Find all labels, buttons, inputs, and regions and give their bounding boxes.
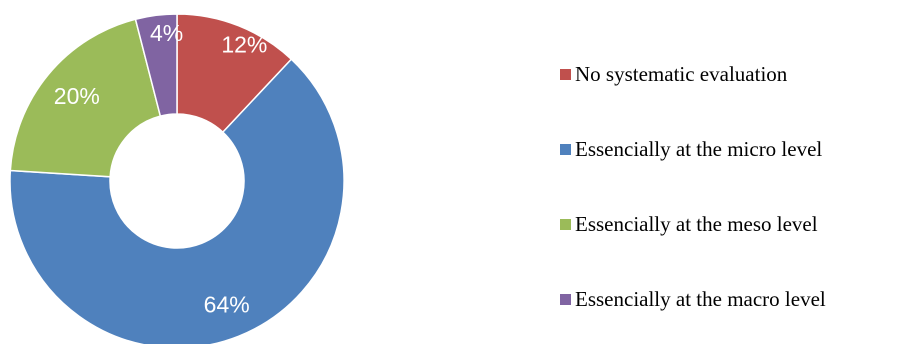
- data-label-4: 4%: [150, 20, 183, 46]
- donut-slice-2: [9, 58, 345, 344]
- legend-item-micro-level: Essencially at the micro level: [560, 135, 826, 164]
- data-label-1: 12%: [221, 31, 267, 57]
- legend-swatch: [560, 294, 571, 305]
- donut-slice-4: [134, 13, 178, 118]
- donut-chart: 12% 64% 20% 4%: [9, 13, 345, 344]
- legend-label: Essencially at the macro level: [575, 287, 826, 311]
- legend-swatch: [560, 219, 571, 230]
- legend-item-no-evaluation: No systematic evaluation: [560, 60, 826, 89]
- data-label-3: 20%: [54, 83, 100, 109]
- legend-item-meso-level: Essencially at the meso level: [560, 210, 826, 239]
- legend-swatch: [560, 144, 571, 155]
- legend-swatch: [560, 69, 571, 80]
- legend: No systematic evaluation Essencially at …: [560, 60, 826, 314]
- legend-label: No systematic evaluation: [575, 62, 788, 86]
- legend-label: Essencially at the micro level: [575, 137, 823, 161]
- donut-slice-3: [9, 18, 162, 178]
- legend-item-macro-level: Essencially at the macro level: [560, 285, 826, 314]
- data-label-2: 64%: [204, 292, 250, 318]
- legend-label: Essencially at the meso level: [575, 212, 818, 236]
